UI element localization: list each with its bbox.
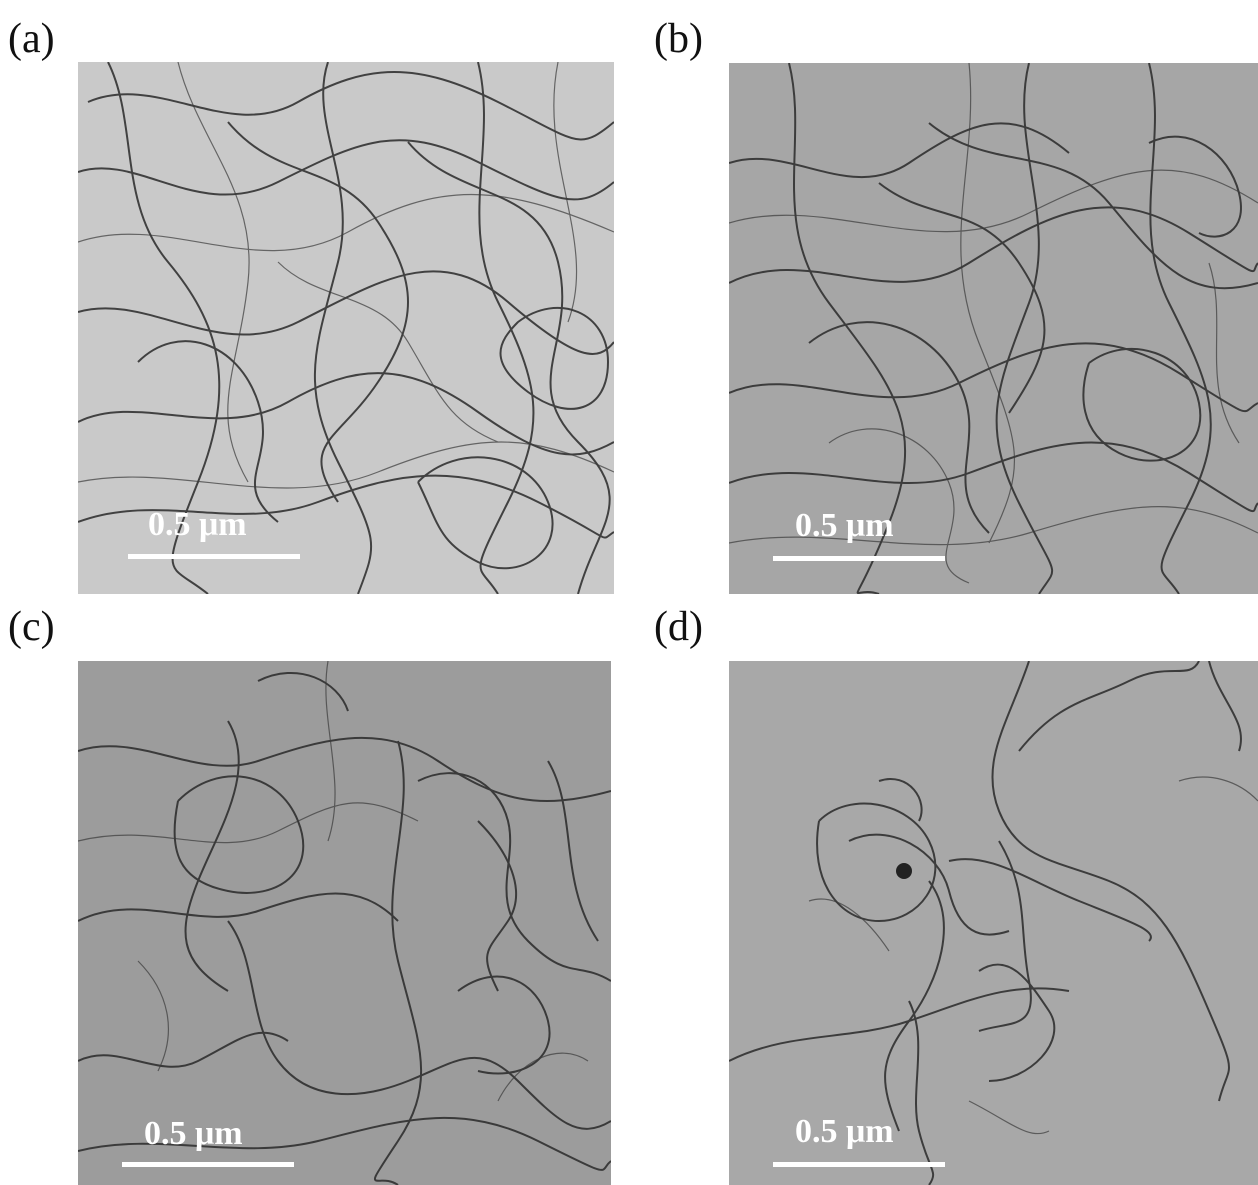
micrograph-panel-a: 0.5 μm (78, 62, 614, 594)
micrograph-panel-b: 0.5 μm (729, 63, 1258, 594)
fiber-network-c (78, 661, 611, 1185)
scale-label-a: 0.5 μm (148, 506, 247, 543)
fiber-network-a (78, 62, 614, 594)
panel-label-b: (b) (654, 16, 703, 62)
panel-label-c: (c) (8, 604, 55, 650)
micrograph-panel-c: 0.5 μm 0.5 μm (78, 661, 611, 1185)
scale-label-d: 0.5 μm (795, 1113, 894, 1150)
scale-label-b: 0.5 μm (795, 507, 894, 544)
scale-label-c-visible: 0.5 μm (144, 1115, 243, 1152)
scale-bar-a (128, 554, 300, 559)
scale-bar-d (773, 1162, 945, 1167)
scale-bar-b (773, 556, 945, 561)
scale-bar-c (122, 1162, 294, 1167)
panel-label-d: (d) (654, 604, 703, 650)
panel-label-a: (a) (8, 16, 55, 62)
fiber-network-b (729, 63, 1258, 594)
micrograph-panel-d: 0.5 μm (729, 661, 1258, 1185)
fiber-network-d (729, 661, 1258, 1185)
